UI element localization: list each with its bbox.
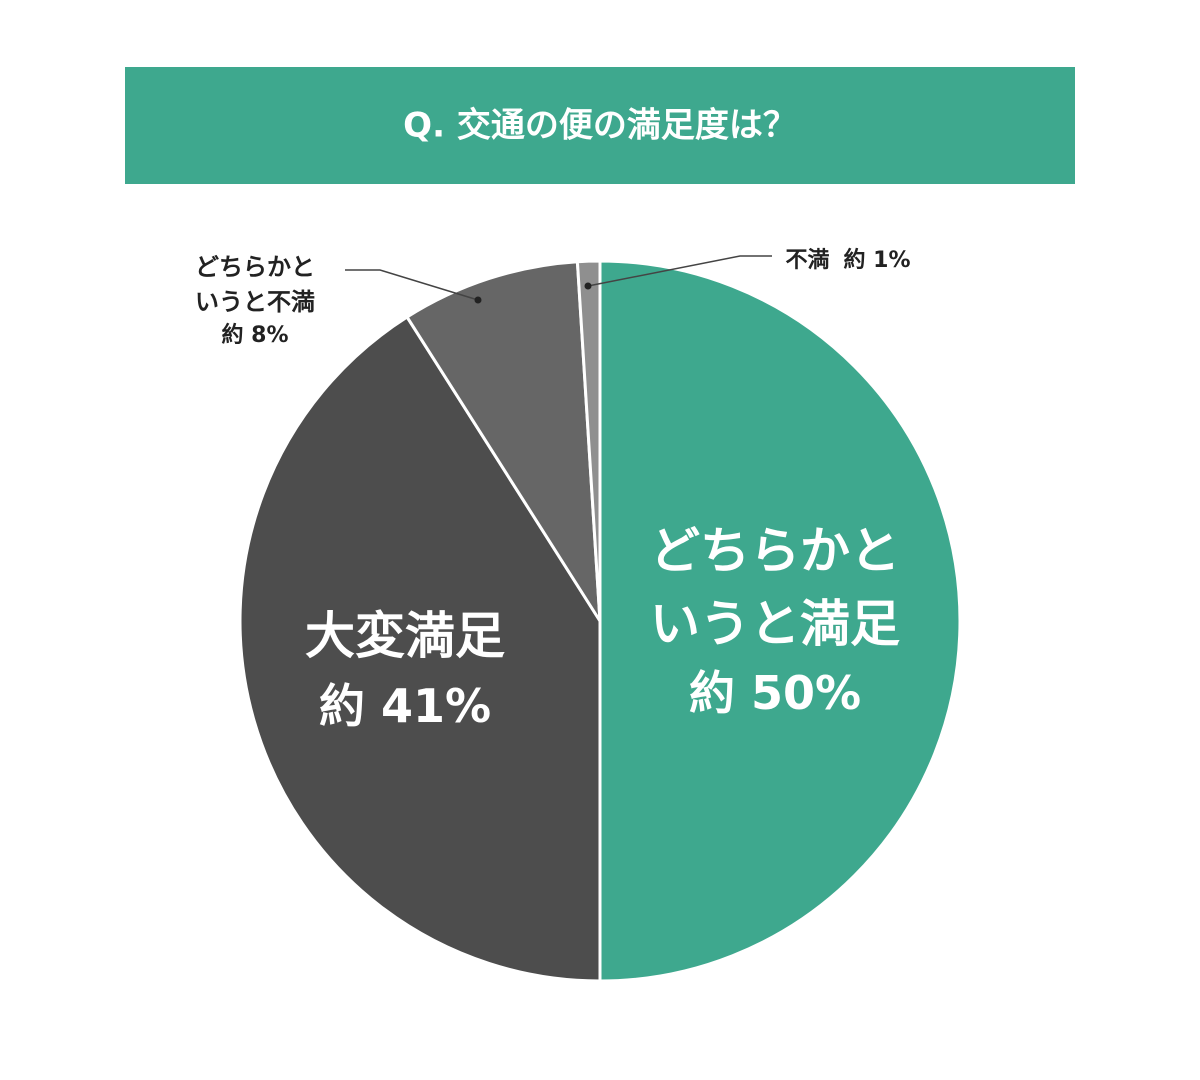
category-label: どちらかというと不満 — [195, 253, 315, 316]
title-banner — [125, 67, 1075, 184]
slice-label: 大変満足約 41% — [270, 600, 540, 739]
pie-slice — [405, 260, 602, 622]
pie-slice — [238, 314, 602, 983]
category-label: 大変満足 — [305, 607, 505, 665]
value-label: 約 50% — [688, 666, 862, 720]
pie-slice — [598, 259, 962, 983]
leader-lines — [345, 255, 772, 304]
slice-label: どちらかというと不満約 8% — [192, 250, 318, 351]
category-label: どちらかというと満足 — [650, 522, 900, 653]
slice-label: 不満約 1% — [755, 242, 955, 274]
value-label: 約 41% — [318, 678, 492, 733]
value-label: 約 8% — [221, 322, 289, 348]
chart-title: Q. 交通の便の満足度は？ — [403, 106, 797, 146]
leader-dot — [474, 296, 482, 304]
slice-label: どちらかというと満足約 50% — [640, 515, 910, 727]
leader-line — [587, 255, 772, 287]
category-label: 不満 — [785, 248, 830, 273]
value-label: 約 1% — [843, 248, 911, 273]
leader-line — [345, 269, 479, 301]
pie-slice — [575, 259, 602, 622]
leader-dot — [584, 282, 592, 290]
